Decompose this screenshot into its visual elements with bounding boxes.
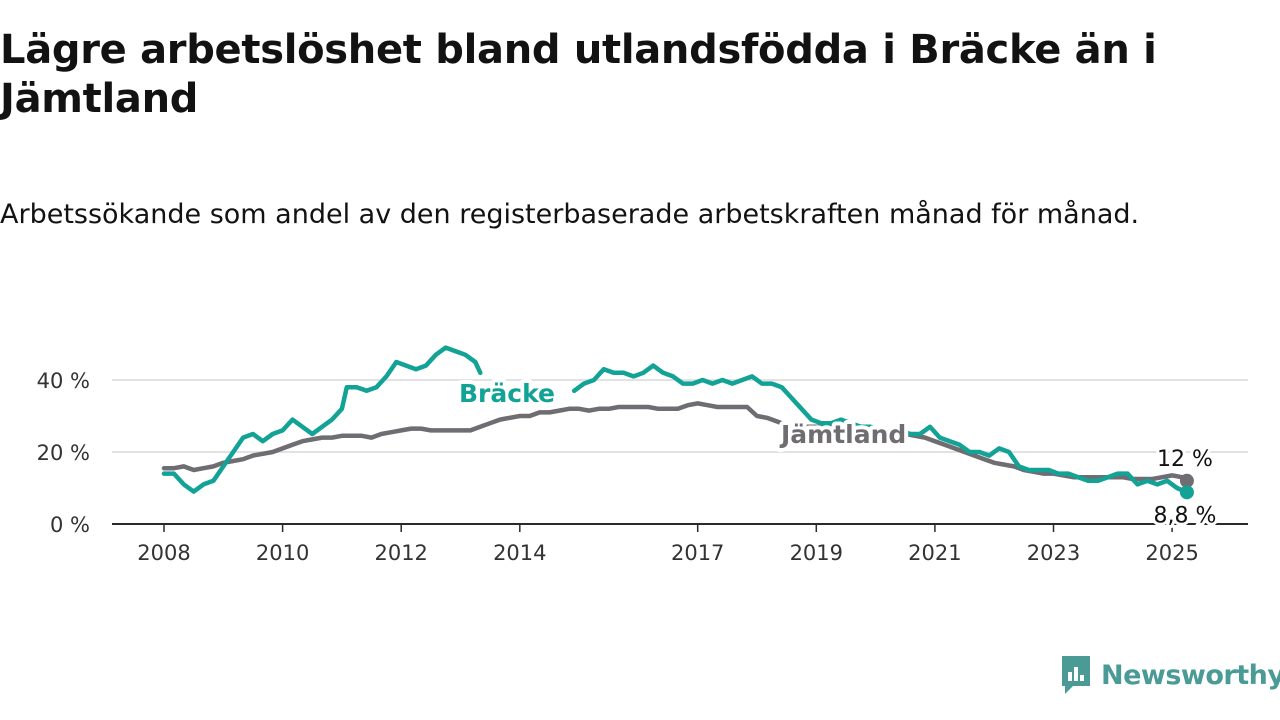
series-label-bracke: Bräcke [459, 379, 555, 408]
newsworthy-logo-icon [1062, 656, 1090, 694]
end-label-bracke: 8,8 % [1153, 503, 1216, 528]
y-axis: 0 % 20 % 40 % [37, 369, 90, 537]
y-tick-label: 20 % [37, 441, 90, 465]
series-label-jamtland: Jämtland [779, 420, 906, 449]
y-tick-label: 40 % [37, 369, 90, 393]
series-label-jamtland-halo: Jämtland [779, 420, 906, 449]
end-point-jamtland [1179, 473, 1194, 488]
end-label-jamtland: 12 % [1157, 447, 1213, 472]
x-tick-label: 2025 [1145, 541, 1198, 565]
x-tick-label: 2021 [908, 541, 961, 565]
series-label-bracke-halo: Bräcke [459, 379, 555, 408]
x-tick-label: 2019 [790, 541, 843, 565]
x-tick-label: 2012 [374, 541, 427, 565]
series-line-bracke [571, 363, 1190, 495]
x-tick-label: 2017 [671, 541, 724, 565]
y-tick-label: 0 % [50, 513, 90, 537]
grid-lines [112, 379, 1248, 453]
x-tick-label: 2023 [1027, 541, 1080, 565]
x-tick-label: 2008 [137, 541, 190, 565]
newsworthy-logo-text: Newsworthy [1101, 659, 1280, 691]
line-chart: 0 % 20 % 40 % 2008 2010 2012 2014 2017 2019 2021… [37, 345, 1248, 565]
chart-subtitle: Arbetssökande som andel av den registerb… [0, 199, 1140, 230]
series-lines [161, 345, 1194, 500]
x-axis: 2008 2010 2012 2014 2017 2019 2021 2023 2025 [112, 523, 1248, 565]
chart-title: Lägre arbetslöshet bland utlandsfödda i … [0, 27, 1157, 122]
newsworthy-logo: Newsworthy [1059, 654, 1280, 696]
series-line-bracke [161, 345, 483, 494]
x-tick-label: 2010 [256, 541, 309, 565]
end-point-bracke [1179, 485, 1194, 500]
x-tick-label: 2014 [493, 541, 546, 565]
